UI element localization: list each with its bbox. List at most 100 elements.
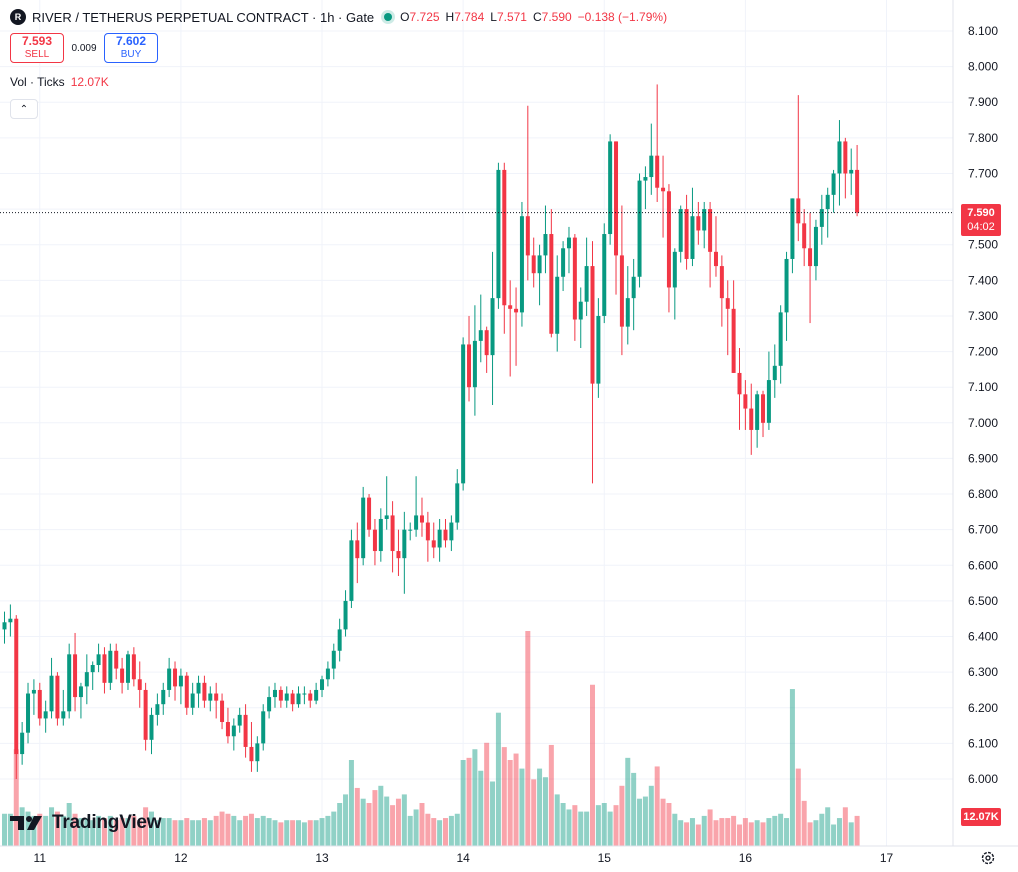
volume-bar <box>689 818 695 846</box>
candle-body <box>214 693 219 701</box>
price-axis-label: 7.000 <box>968 416 998 430</box>
tradingview-logo[interactable]: TradingView <box>10 812 162 834</box>
volume-bar <box>337 803 343 846</box>
candle-body <box>390 515 395 552</box>
volume-bar <box>754 820 760 846</box>
candle-body <box>37 689 42 719</box>
volume-bar <box>378 785 384 846</box>
volume-bar <box>2 813 7 846</box>
volume-bar <box>372 790 378 846</box>
candle-body <box>825 194 830 210</box>
volume-bar <box>113 820 119 846</box>
price-axis-label: 7.500 <box>968 238 998 252</box>
volume-bar <box>278 822 284 846</box>
volume-bar <box>266 818 272 846</box>
candle-body <box>43 711 48 719</box>
candle-body <box>719 266 724 299</box>
volume-bar <box>772 815 778 846</box>
gear-icon[interactable] <box>980 850 996 866</box>
time-axis-label: 17 <box>880 851 894 865</box>
candle-body <box>431 540 436 548</box>
volume-bar <box>460 760 466 846</box>
candle-body <box>167 668 172 690</box>
volume-bar <box>737 824 742 846</box>
volume-bar <box>784 818 790 846</box>
volume-bar <box>625 757 631 846</box>
candle-body <box>755 394 760 430</box>
candle-body <box>478 330 483 341</box>
symbol-title[interactable]: RIVER / TETHERUS PERPETUAL CONTRACT · 1h… <box>32 9 375 25</box>
collapse-legend-button[interactable]: ⌃ <box>10 99 38 119</box>
volume-bar <box>43 815 49 846</box>
ohlc-low-label: L <box>490 10 497 24</box>
volume-bar <box>748 822 754 846</box>
volume-bar <box>7 813 13 846</box>
volume-bar <box>666 803 672 846</box>
candle-body <box>355 540 360 559</box>
candle-body <box>731 308 736 373</box>
volume-bar <box>648 785 654 846</box>
volume-bar <box>301 822 307 846</box>
price-axis-label: 6.700 <box>968 523 998 537</box>
candle-body <box>678 209 683 252</box>
volume-bar <box>260 815 266 846</box>
last-price-value: 7.590 <box>967 206 995 219</box>
ohlc-low: L7.571 <box>490 10 527 24</box>
volume-bar <box>348 760 354 846</box>
candle-body <box>555 276 560 334</box>
candle-body <box>761 394 766 423</box>
sell-button[interactable]: 7.593 SELL <box>10 33 64 63</box>
candle-body <box>220 700 225 723</box>
candle-body <box>566 237 571 249</box>
ohlc-high-value: 7.784 <box>454 10 485 24</box>
volume-bar <box>778 813 784 846</box>
candle-body <box>114 650 119 669</box>
candle-body <box>514 308 519 313</box>
candle-body <box>484 330 489 356</box>
volume-bar <box>401 794 407 846</box>
candle-body <box>349 540 354 601</box>
candle-body <box>496 169 501 299</box>
candle-body <box>849 169 854 174</box>
candle-body <box>96 654 101 666</box>
candle-body <box>261 711 266 744</box>
candle-body <box>314 689 319 701</box>
candle-body <box>537 255 542 274</box>
candle-body <box>713 251 718 267</box>
volume-bar <box>672 813 678 846</box>
ohlc-low-value: 7.571 <box>496 10 527 24</box>
candle-body <box>655 155 660 188</box>
candle-body <box>590 266 595 384</box>
ohlc-change-value: −0.138 (−1.79%) <box>577 10 668 24</box>
candle-body <box>549 234 554 334</box>
buy-button[interactable]: 7.602 BUY <box>104 33 158 63</box>
volume-bar <box>395 798 401 846</box>
candle-body <box>178 675 183 687</box>
volume-bar <box>601 803 607 846</box>
volume-bar <box>243 815 249 846</box>
candle-body <box>320 679 325 690</box>
candle-body <box>8 618 13 623</box>
volume-bar <box>60 815 66 846</box>
volume-bar <box>795 768 801 846</box>
volume-bar <box>54 811 60 846</box>
candle-body <box>125 654 130 683</box>
candle-body <box>602 234 607 316</box>
volume-bar <box>237 820 243 846</box>
candle-body <box>120 668 125 683</box>
candle-body <box>337 629 342 651</box>
candle-body <box>190 693 195 708</box>
last-price-label: 7.590 04:02 <box>961 203 1001 236</box>
buy-label: BUY <box>120 49 142 60</box>
time-axis-label: 14 <box>456 851 470 865</box>
candle-body <box>249 746 254 762</box>
volume-bar <box>219 811 225 846</box>
candle-body <box>67 654 72 712</box>
volume-bar <box>207 820 213 846</box>
volume-bar <box>272 820 278 846</box>
volume-legend-label[interactable]: Vol · Ticks <box>10 75 65 89</box>
candle-body <box>131 654 136 680</box>
volume-bar <box>284 820 290 846</box>
volume-bar <box>719 818 725 846</box>
